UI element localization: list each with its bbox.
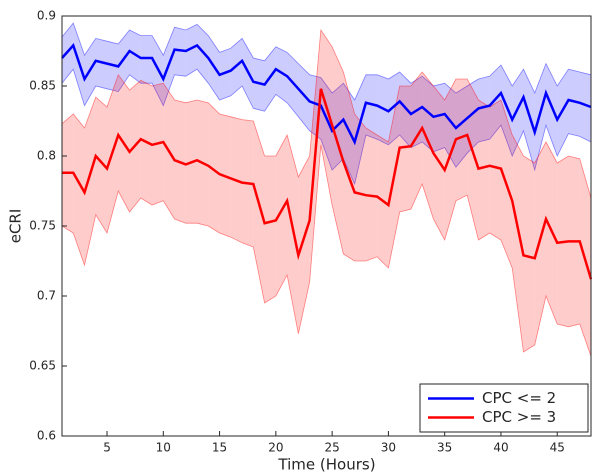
- legend-box: [419, 383, 589, 433]
- confidence-band: [512, 135, 524, 352]
- confidence-band: [377, 74, 389, 145]
- legend-label: CPC <= 2: [482, 389, 556, 407]
- confidence-band: [523, 156, 535, 352]
- confidence-band: [545, 63, 558, 156]
- confidence-band: [219, 48, 231, 100]
- confidence-band: [422, 72, 434, 219]
- confidence-band: [298, 156, 310, 334]
- x-tick-label: 10: [156, 441, 171, 455]
- confidence-band: [298, 63, 310, 131]
- confidence-band: [399, 86, 411, 212]
- band-edge: [61, 22, 592, 101]
- confidence-band: [444, 79, 456, 240]
- confidence-band: [107, 41, 119, 92]
- confidence-band: [275, 46, 288, 103]
- mean-line: [61, 42, 592, 146]
- confidence-band: [523, 69, 535, 170]
- confidence-band: [129, 30, 141, 84]
- confidence-band: [512, 69, 524, 156]
- confidence-band: [185, 24, 198, 77]
- x-tick-label: 35: [437, 441, 452, 455]
- confidence-band: [489, 100, 501, 240]
- confidence-band: [197, 24, 209, 84]
- confidence-band: [208, 102, 220, 233]
- x-axis-label: Time (Hours): [277, 456, 375, 474]
- confidence-band: [343, 72, 355, 261]
- confidence-band: [478, 100, 490, 240]
- x-tick-label: 5: [103, 441, 111, 455]
- mean-line: [62, 88, 592, 280]
- confidence-band: [365, 74, 378, 140]
- y-axis-label: eCRI: [7, 209, 25, 244]
- confidence-band: [140, 35, 153, 84]
- y-tick-label: 0.9: [37, 9, 56, 23]
- y-tick-label: 0.6: [37, 429, 56, 443]
- x-tick-label: 45: [550, 441, 565, 455]
- confidence-band: [174, 27, 186, 77]
- x-tick-label: 30: [381, 441, 396, 455]
- confidence-band: [455, 86, 468, 168]
- confidence-band: [264, 156, 276, 303]
- legend-label: CPC >= 3: [482, 408, 556, 426]
- confidence-band: [568, 69, 580, 137]
- x-tick-label: 15: [212, 441, 227, 455]
- confidence-band: [410, 72, 423, 210]
- y-tick-label: 0.75: [29, 219, 56, 233]
- confidence-band: [95, 97, 108, 233]
- confidence-band: [73, 114, 85, 266]
- confidence-band: [84, 97, 96, 266]
- confidence-band: [500, 65, 513, 156]
- confidence-band: [399, 72, 411, 148]
- confidence-band: [388, 72, 400, 145]
- confidence-band: [579, 72, 591, 142]
- confidence-band: [467, 79, 479, 240]
- confidence-band: [455, 79, 468, 201]
- confidence-band: [365, 128, 378, 261]
- confidence-band: [354, 114, 366, 261]
- confidence-band: [253, 121, 265, 303]
- confidence-band: [343, 83, 355, 184]
- confidence-band: [478, 76, 490, 142]
- confidence-band: [332, 46, 344, 254]
- confidence-band: [467, 79, 479, 154]
- confidence-band: [287, 52, 299, 117]
- confidence-band: [557, 69, 569, 156]
- confidence-band: [253, 58, 265, 112]
- y-tick-label: 0.8: [37, 149, 56, 163]
- x-tick-label: 40: [493, 441, 508, 455]
- band-edge: [61, 28, 592, 199]
- y-tick-label: 0.85: [29, 79, 56, 93]
- x-tick-label: 20: [268, 441, 283, 455]
- band-edge: [61, 68, 592, 186]
- confidence-band: [287, 135, 299, 334]
- confidence-band: [489, 65, 501, 140]
- confidence-band: [534, 142, 546, 345]
- confidence-band: [95, 38, 108, 89]
- confidence-band: [354, 74, 366, 184]
- confidence-band: [275, 135, 288, 296]
- band-edge: [61, 144, 592, 357]
- y-tick-label: 0.65: [29, 359, 56, 373]
- y-tick-label: 0.7: [37, 289, 56, 303]
- confidence-band: [433, 83, 445, 152]
- x-tick-label: 25: [324, 441, 339, 455]
